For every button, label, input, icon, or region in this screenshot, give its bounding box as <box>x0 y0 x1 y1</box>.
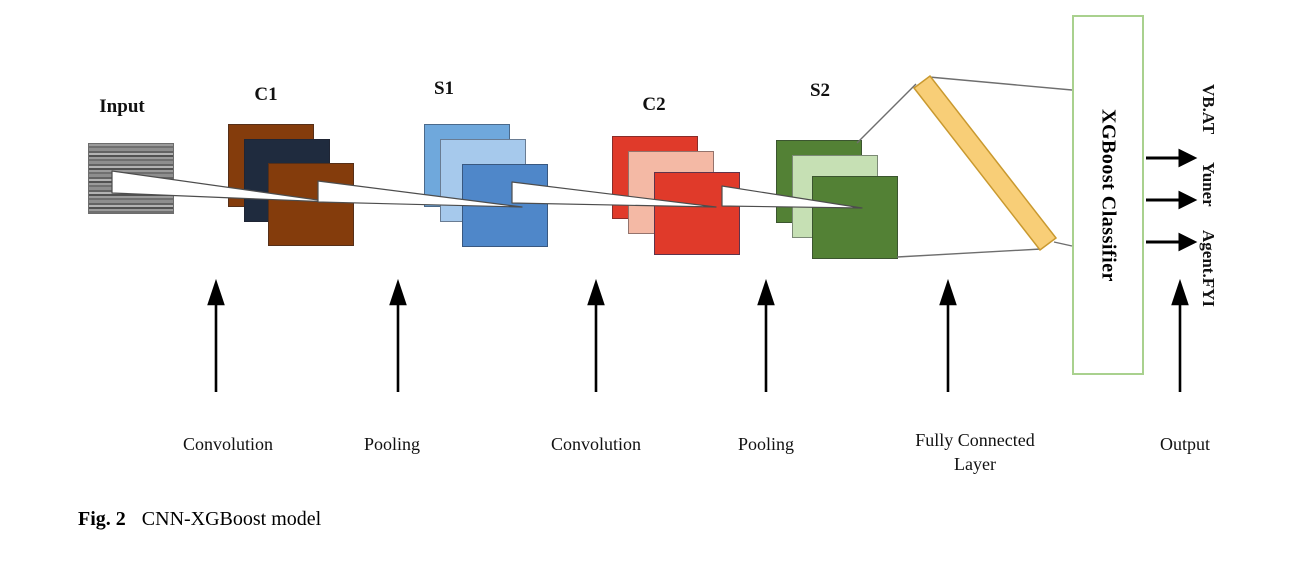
connector-bar-to-box-bottom <box>1053 241 1073 247</box>
pooling2-arrow <box>757 278 775 392</box>
stage-label-convolution1: Convolution <box>182 434 274 454</box>
connector-s2-to-bar-top <box>856 83 917 144</box>
c2-layer-label: C2 <box>642 94 666 115</box>
stage-label-output: Output <box>1159 434 1211 454</box>
output-label-vbat: VB.AT <box>1199 84 1218 135</box>
connector-bar-to-box-top <box>928 76 1073 91</box>
c1-layer-label: C1 <box>254 84 278 105</box>
xgboost-classifier-label: XGBoost Classifier <box>1097 108 1120 282</box>
s2-feature-map-front <box>812 176 898 259</box>
c1-feature-map-front <box>268 163 354 246</box>
input-layer-label: Input <box>99 96 145 117</box>
fully-connected-arrow <box>939 278 957 392</box>
pooling1-arrow <box>389 278 407 392</box>
stage-label-fully-connected: Fully Connected Layer <box>915 430 1035 475</box>
output-label-yuner: Yuner <box>1199 162 1218 207</box>
stage-label-pooling1: Pooling <box>363 434 421 454</box>
c2-feature-map-front <box>654 172 740 255</box>
convolution1-arrow <box>207 278 225 392</box>
stage-arrows <box>207 278 1189 392</box>
s1-feature-map-front <box>462 164 548 247</box>
stage-label-pooling2: Pooling <box>737 434 795 454</box>
output-arrow-vbat <box>1146 148 1198 168</box>
s1-layer-label: S1 <box>433 78 455 99</box>
fully-connected-bar <box>912 74 1058 252</box>
figure-caption-title: CNN-XGBoost model <box>141 508 322 530</box>
classifier-output-arrows <box>1146 148 1198 252</box>
output-label-agentfyi: Agent.FYI <box>1199 230 1218 307</box>
connector-s2-to-bar-bottom <box>896 248 1042 258</box>
input-image <box>88 143 174 214</box>
figure-caption-label: Fig. 2 <box>78 508 126 530</box>
output-stage-arrow <box>1171 278 1189 392</box>
figure-caption: Fig. 2 CNN-XGBoost model <box>78 508 321 531</box>
output-arrow-yuner <box>1146 190 1198 210</box>
xgboost-classifier-box: XGBoost Classifier <box>1072 15 1144 375</box>
s2-layer-label: S2 <box>809 80 831 101</box>
stage-label-convolution2: Convolution <box>550 434 642 454</box>
convolution2-arrow <box>587 278 605 392</box>
output-arrow-agentfyi <box>1146 232 1198 252</box>
